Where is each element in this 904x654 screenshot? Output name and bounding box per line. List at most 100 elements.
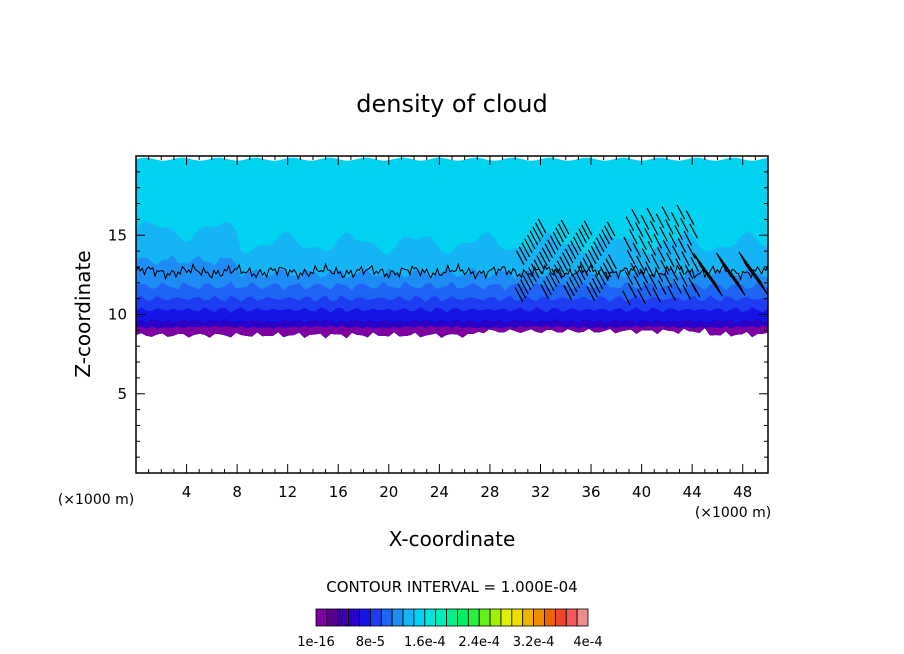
contour-hatch-stroke <box>630 262 639 278</box>
colorbar-swatch <box>380 608 393 627</box>
contour-hatch-stroke <box>664 219 674 235</box>
contour-hatch-stroke <box>649 220 659 236</box>
contour-hatch-stroke <box>633 275 643 291</box>
colorbar-label: 4e-4 <box>573 635 602 650</box>
contour-hatch-stroke <box>605 258 615 274</box>
contour-hatch-stroke <box>529 230 539 246</box>
contour-hatch-stroke <box>661 206 671 222</box>
contour-hatch-stroke <box>567 244 577 260</box>
colorbar-label: 1e-16 <box>297 635 335 650</box>
colorbar-swatch <box>413 608 426 627</box>
contour-hatch-stroke <box>678 271 688 287</box>
contour-hatch-stroke <box>518 246 528 262</box>
x-tick-label: 48 <box>733 483 752 501</box>
contour-hatch-stroke <box>684 264 694 280</box>
contour-hatch-stroke <box>551 268 560 284</box>
x-tick-label: 12 <box>278 483 297 501</box>
contour-hatch-stroke <box>622 290 631 306</box>
contour-hatch-stroke <box>552 231 562 247</box>
contour-hatch-stroke <box>653 233 663 249</box>
contour-hatch-stroke <box>589 282 598 298</box>
contour-hatch-stroke <box>601 229 610 245</box>
contour-hatch-stroke <box>681 251 690 267</box>
contour-hatch-stroke <box>578 228 587 244</box>
contour-lines <box>135 204 769 306</box>
colorbar-swatch <box>348 608 360 627</box>
contour-hatch-stroke <box>676 204 686 220</box>
contour-hatch-stroke <box>642 281 652 297</box>
contour-hatch-stroke <box>675 258 685 274</box>
contour-hatch-stroke <box>686 243 696 259</box>
contour-hatch-stroke <box>632 242 642 258</box>
contour-hatch-stroke <box>591 278 601 294</box>
contour-hatch-stroke <box>526 234 536 250</box>
colorbar-swatch <box>337 608 350 627</box>
contour-hatch-stroke <box>555 227 564 243</box>
colorbar-swatch <box>424 608 437 627</box>
contour-hatch-stroke <box>660 259 669 275</box>
contour-hatch-stroke <box>662 239 672 255</box>
contour-hatch-stroke <box>644 227 653 243</box>
contour-hatch-stroke <box>540 284 550 300</box>
y-tick-label: 10 <box>108 306 127 324</box>
colorbar-labels: 1e-16 8e-5 1.6e-4 2.4e-4 3.2e-4 4e-4 <box>297 635 602 650</box>
contour-hatch-stroke <box>598 233 608 249</box>
contour-hatch-stroke <box>669 265 679 281</box>
y-axis-label: Z-coordinate <box>71 250 95 377</box>
contour-hatch-stroke <box>539 251 548 267</box>
colorbar-swatch <box>489 608 502 627</box>
x-tick-labels: 4 8 12 16 20 24 28 32 36 40 44 48 <box>182 483 752 501</box>
colorbar-label: 1.6e-4 <box>404 635 446 650</box>
contour-hatch-stroke <box>647 241 657 256</box>
contour-hatch-stroke <box>631 209 641 224</box>
y-axis-unit: (×1000 m) <box>58 492 134 508</box>
colorbar-swatch <box>533 608 545 627</box>
contour-hatch-stroke <box>571 273 581 289</box>
contour-hatch-stroke <box>520 279 529 295</box>
contour-hatch-stroke <box>547 239 556 255</box>
contour-hatch-stroke <box>654 267 664 283</box>
contour-hatch-stroke <box>626 249 636 265</box>
axis-ticks <box>136 156 768 473</box>
colorbar-swatch <box>326 608 339 627</box>
contour-hatch-stroke <box>541 247 551 263</box>
contour-hatch-stroke <box>629 229 638 245</box>
x-axis-unit: (×1000 m) <box>695 505 771 521</box>
contour-hatch-stroke <box>646 207 656 223</box>
contour-hatch-stroke <box>534 222 544 238</box>
contour-hatch-stroke <box>533 259 543 275</box>
contour-hatch-stroke <box>623 236 632 252</box>
y-tick-label: 15 <box>108 226 127 244</box>
colorbar-swatch <box>511 608 524 627</box>
cloud-band-purple <box>136 325 768 339</box>
contour-hatch-stroke <box>759 280 769 295</box>
contour-hatch-stroke <box>639 268 649 284</box>
contour-hatch-stroke <box>599 266 609 282</box>
x-tick-label: 28 <box>480 483 499 501</box>
contour-hatch-stroke <box>683 230 693 246</box>
colorbar-swatch <box>402 608 415 627</box>
contour-hatch-stroke <box>543 280 552 296</box>
contour-hatch-stroke <box>655 213 665 229</box>
contour-hatch-stroke <box>570 240 579 256</box>
x-tick-label: 32 <box>531 483 550 501</box>
colorbar-swatch <box>435 608 447 627</box>
contour-hatch-stroke <box>659 226 668 242</box>
contour-hatch-stroke <box>651 254 660 269</box>
contour-line-main <box>135 262 769 281</box>
contour-hatch-stroke <box>634 222 644 237</box>
contour-hatch-stroke <box>558 223 567 239</box>
contour-hatch-stroke <box>525 271 535 287</box>
contour-hatch-stroke <box>594 274 604 290</box>
contour-hatch-stroke <box>564 248 574 264</box>
contour-hatch-stroke <box>575 232 585 248</box>
contour-hatch-stroke <box>582 257 592 273</box>
contour-hatch-stroke <box>545 276 555 292</box>
contour-hatch-stroke <box>521 242 531 258</box>
contour-patch-center <box>514 218 617 303</box>
y-tick-label: 5 <box>117 385 127 403</box>
contour-hatch-stroke <box>549 235 559 251</box>
contour-hatch-stroke <box>516 250 525 266</box>
y-tick-labels: 5 10 15 <box>108 226 127 403</box>
